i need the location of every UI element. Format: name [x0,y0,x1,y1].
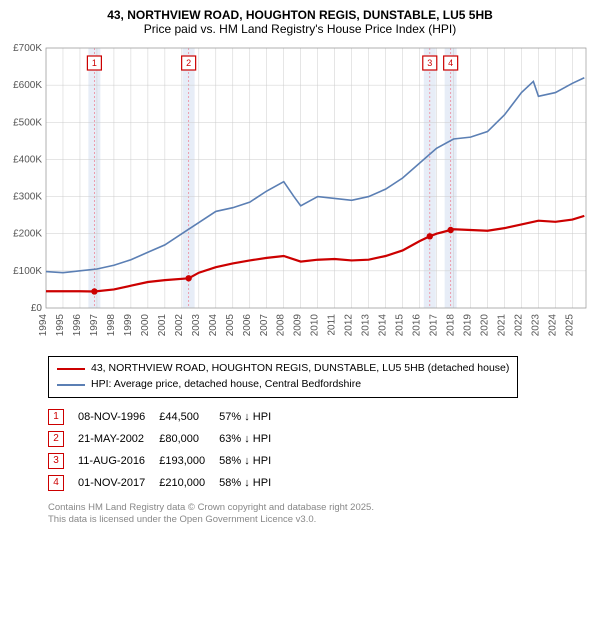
event-date: 21-MAY-2002 [78,428,159,450]
svg-text:2012: 2012 [344,314,355,337]
svg-text:2019: 2019 [463,314,474,337]
svg-text:£500K: £500K [13,117,42,128]
svg-text:2017: 2017 [429,314,440,337]
legend-label: 43, NORTHVIEW ROAD, HOUGHTON REGIS, DUNS… [91,361,509,377]
svg-text:1994: 1994 [38,314,49,337]
svg-text:£100K: £100K [13,266,42,277]
svg-text:4: 4 [448,58,453,68]
svg-text:2011: 2011 [327,314,338,336]
event-row: 4 01-NOV-2017£210,00058% ↓ HPI [48,472,285,494]
svg-text:1999: 1999 [123,314,134,337]
svg-text:2014: 2014 [378,314,389,337]
event-date: 01-NOV-2017 [78,472,159,494]
event-price: £80,000 [159,428,219,450]
svg-text:2021: 2021 [496,314,507,337]
svg-text:2004: 2004 [208,314,219,337]
svg-text:£700K: £700K [13,43,42,54]
svg-text:2002: 2002 [174,314,185,337]
svg-text:2007: 2007 [259,314,270,337]
event-price: £193,000 [159,450,219,472]
svg-text:2023: 2023 [530,314,541,337]
svg-text:1995: 1995 [55,314,66,337]
svg-text:£400K: £400K [13,154,42,165]
event-marker-icon: 1 [48,409,64,425]
event-delta: 57% ↓ HPI [219,406,285,428]
svg-text:2010: 2010 [310,314,321,337]
svg-text:2000: 2000 [140,314,151,337]
event-price: £210,000 [159,472,219,494]
svg-text:1996: 1996 [72,314,83,337]
event-delta: 58% ↓ HPI [219,450,285,472]
footer-line-1: Contains HM Land Registry data © Crown c… [48,502,592,514]
event-marker-icon: 2 [48,431,64,447]
svg-text:2018: 2018 [446,314,457,337]
svg-text:2: 2 [186,58,191,68]
svg-text:2005: 2005 [225,314,236,337]
legend-swatch [57,368,85,370]
event-date: 11-AUG-2016 [78,450,159,472]
legend-swatch [57,384,85,386]
svg-text:£300K: £300K [13,192,42,203]
svg-text:1997: 1997 [89,314,100,337]
svg-text:2006: 2006 [242,314,253,337]
events-table: 1 08-NOV-1996£44,50057% ↓ HPI 2 21-MAY-2002… [48,406,592,494]
svg-text:£200K: £200K [13,229,42,240]
svg-text:2020: 2020 [480,314,491,337]
svg-text:£0: £0 [31,303,43,314]
svg-text:2008: 2008 [276,314,287,337]
legend-item: 43, NORTHVIEW ROAD, HOUGHTON REGIS, DUNS… [57,361,509,377]
footer-attribution: Contains HM Land Registry data © Crown c… [48,502,592,527]
chart-svg: £0 £100K £200K £300K £400K £500K £600K £700K 199… [8,40,592,350]
event-row: 1 08-NOV-1996£44,50057% ↓ HPI [48,406,285,428]
chart-subtitle: Price paid vs. HM Land Registry's House … [8,22,592,36]
svg-text:2013: 2013 [361,314,372,337]
svg-text:1: 1 [92,58,97,68]
svg-text:1998: 1998 [106,314,117,337]
event-date: 08-NOV-1996 [78,406,159,428]
svg-text:2003: 2003 [191,314,202,337]
svg-text:2016: 2016 [412,314,423,337]
event-marker-icon: 3 [48,453,64,469]
event-row: 3 11-AUG-2016£193,00058% ↓ HPI [48,450,285,472]
svg-text:2024: 2024 [547,314,558,337]
svg-text:2022: 2022 [513,314,524,337]
event-delta: 58% ↓ HPI [219,472,285,494]
event-marker-icon: 4 [48,475,64,491]
event-price: £44,500 [159,406,219,428]
legend: 43, NORTHVIEW ROAD, HOUGHTON REGIS, DUNS… [48,356,518,398]
svg-text:3: 3 [427,58,432,68]
chart-title: 43, NORTHVIEW ROAD, HOUGHTON REGIS, DUNS… [8,8,592,22]
legend-item: HPI: Average price, detached house, Cent… [57,377,509,393]
svg-text:2009: 2009 [293,314,304,337]
chart-area: £0 £100K £200K £300K £400K £500K £600K £700K 199… [8,40,592,350]
legend-label: HPI: Average price, detached house, Cent… [91,377,361,393]
svg-text:2025: 2025 [564,314,575,337]
svg-text:£600K: £600K [13,80,42,91]
svg-text:2015: 2015 [395,314,406,337]
footer-line-2: This data is licensed under the Open Gov… [48,514,592,526]
svg-text:2001: 2001 [157,314,168,337]
event-delta: 63% ↓ HPI [219,428,285,450]
event-row: 2 21-MAY-2002£80,00063% ↓ HPI [48,428,285,450]
